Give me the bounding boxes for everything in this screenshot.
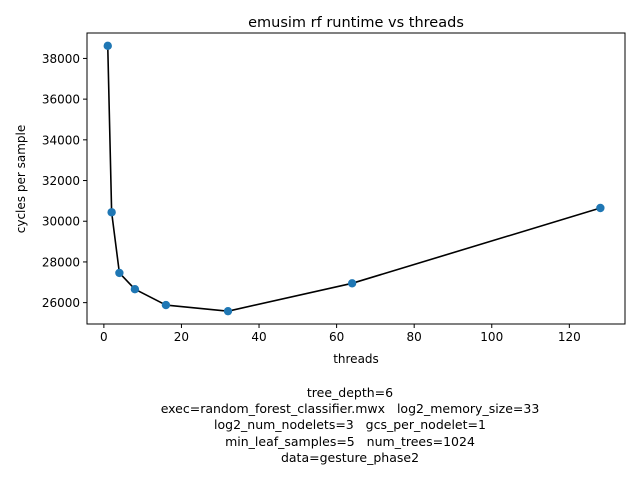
data-point (596, 203, 605, 213)
series-line (106, 45, 601, 312)
caption-line-5: data=gesture_phase2 (281, 450, 419, 465)
x-tick-label: 80 (407, 330, 422, 344)
plot-frame (86, 32, 626, 325)
x-tick-label: 20 (174, 330, 189, 344)
x-tick-label: 120 (558, 330, 581, 344)
ticks: 0 20 40 60 80 100 120 26000 28000 30000 32000 34000… (42, 52, 581, 344)
x-tick-label: 60 (329, 330, 344, 344)
data-point (161, 300, 171, 310)
caption-line-4: min_leaf_samples=5 num_trees=1024 (225, 434, 475, 449)
x-tick-label: 40 (251, 330, 266, 344)
y-tick-label: 26000 (42, 296, 80, 310)
chart-title: emusim rf runtime vs threads (248, 15, 464, 31)
y-tick-label: 38000 (42, 52, 80, 66)
data-point (347, 279, 357, 288)
x-tick-label: 0 (100, 330, 108, 344)
data-point (223, 306, 233, 316)
x-tick-label: 100 (480, 330, 503, 344)
data-point (130, 285, 140, 294)
caption-line-1: tree_depth=6 (307, 385, 393, 400)
marks (103, 41, 605, 316)
y-axis-label: cycles per sample (14, 125, 28, 233)
caption-line-2: exec=random_forest_classifier.mwx log2_m… (161, 401, 540, 416)
caption-line-3: log2_num_nodelets=3 gcs_per_nodelet=1 (214, 417, 486, 432)
y-tick-label: 36000 (42, 93, 80, 107)
data-point (107, 208, 116, 217)
x-axis-label: threads (333, 352, 379, 366)
y-tick-label: 32000 (42, 174, 80, 188)
data-point (115, 268, 124, 278)
data-point (103, 41, 112, 51)
y-tick-label: 28000 (42, 255, 80, 269)
y-tick-label: 30000 (42, 215, 80, 229)
y-tick-label: 34000 (42, 133, 80, 147)
